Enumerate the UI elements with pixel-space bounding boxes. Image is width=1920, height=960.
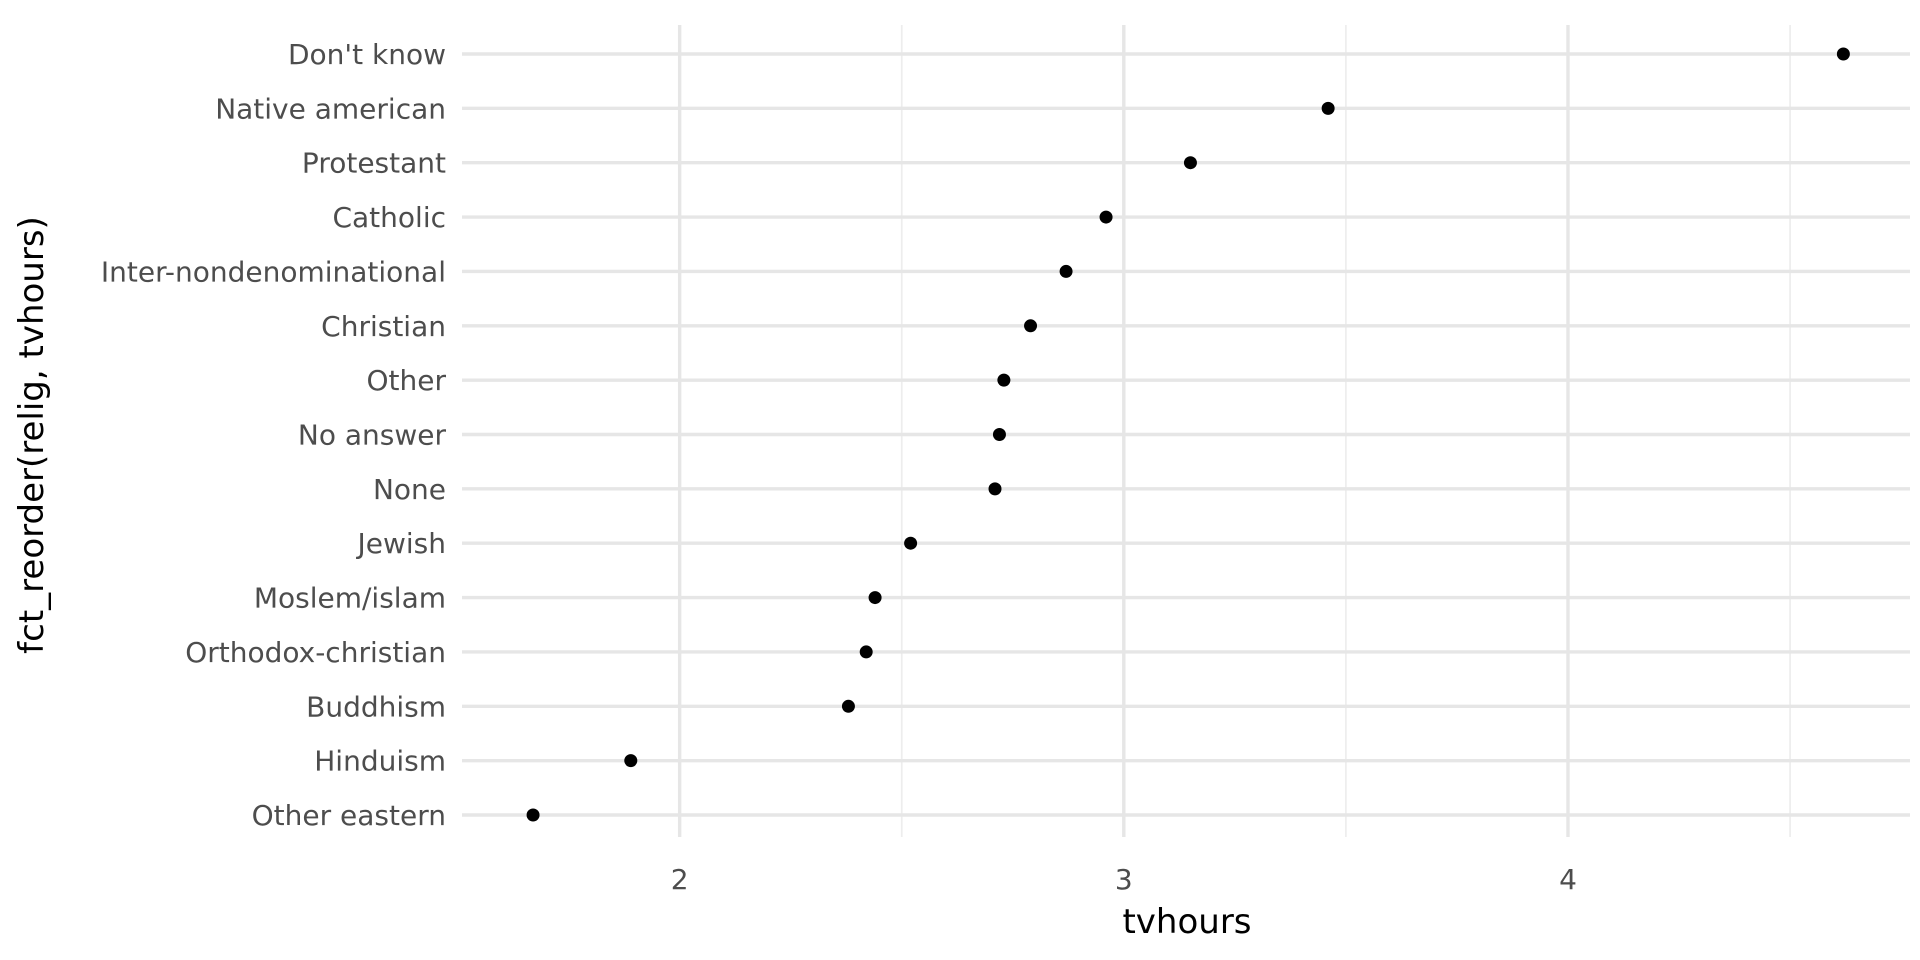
data-points — [526, 47, 1850, 822]
y-axis-title: fct_reorder(relig, tvhours) — [12, 216, 52, 654]
grid-lines — [462, 25, 1910, 837]
y-tick-label: Hinduism — [314, 745, 446, 778]
y-tick-label: Native american — [215, 92, 446, 125]
y-tick-label: Catholic — [332, 201, 446, 234]
data-point — [904, 536, 918, 550]
y-tick-label: Protestant — [302, 147, 446, 180]
data-point — [988, 482, 1002, 496]
data-point — [1099, 210, 1113, 224]
data-point — [868, 591, 882, 605]
y-tick-label: Jewish — [356, 527, 447, 560]
y-tick-label: Orthodox-christian — [185, 636, 446, 669]
data-point — [859, 645, 873, 659]
data-point — [841, 699, 855, 713]
x-tick-label: 2 — [671, 863, 689, 896]
data-point — [1321, 101, 1335, 115]
x-axis-title: tvhours — [1122, 902, 1251, 942]
y-tick-label: None — [373, 473, 446, 506]
y-axis-tick-labels: Don't know Native american Protestant Catho… — [101, 38, 447, 832]
data-point — [526, 808, 540, 822]
y-tick-label: Inter-nondenominational — [101, 255, 446, 288]
y-tick-label: Moslem/islam — [254, 582, 446, 615]
data-point — [997, 373, 1011, 387]
data-point — [1024, 319, 1038, 333]
y-tick-label: Christian — [321, 310, 446, 343]
x-axis-tick-labels: 2 3 4 — [671, 863, 1577, 896]
y-tick-label: Don't know — [288, 38, 446, 71]
data-point — [1059, 264, 1073, 278]
data-point — [1836, 47, 1850, 61]
x-tick-label: 3 — [1115, 863, 1133, 896]
y-tick-label: No answer — [298, 419, 447, 452]
data-point — [992, 428, 1006, 441]
x-tick-label: 4 — [1559, 863, 1577, 896]
y-tick-label: Other — [366, 364, 446, 397]
y-tick-label: Buddhism — [306, 690, 446, 723]
data-point — [1183, 156, 1197, 170]
data-point — [624, 754, 638, 768]
y-tick-label: Other eastern — [252, 799, 446, 832]
